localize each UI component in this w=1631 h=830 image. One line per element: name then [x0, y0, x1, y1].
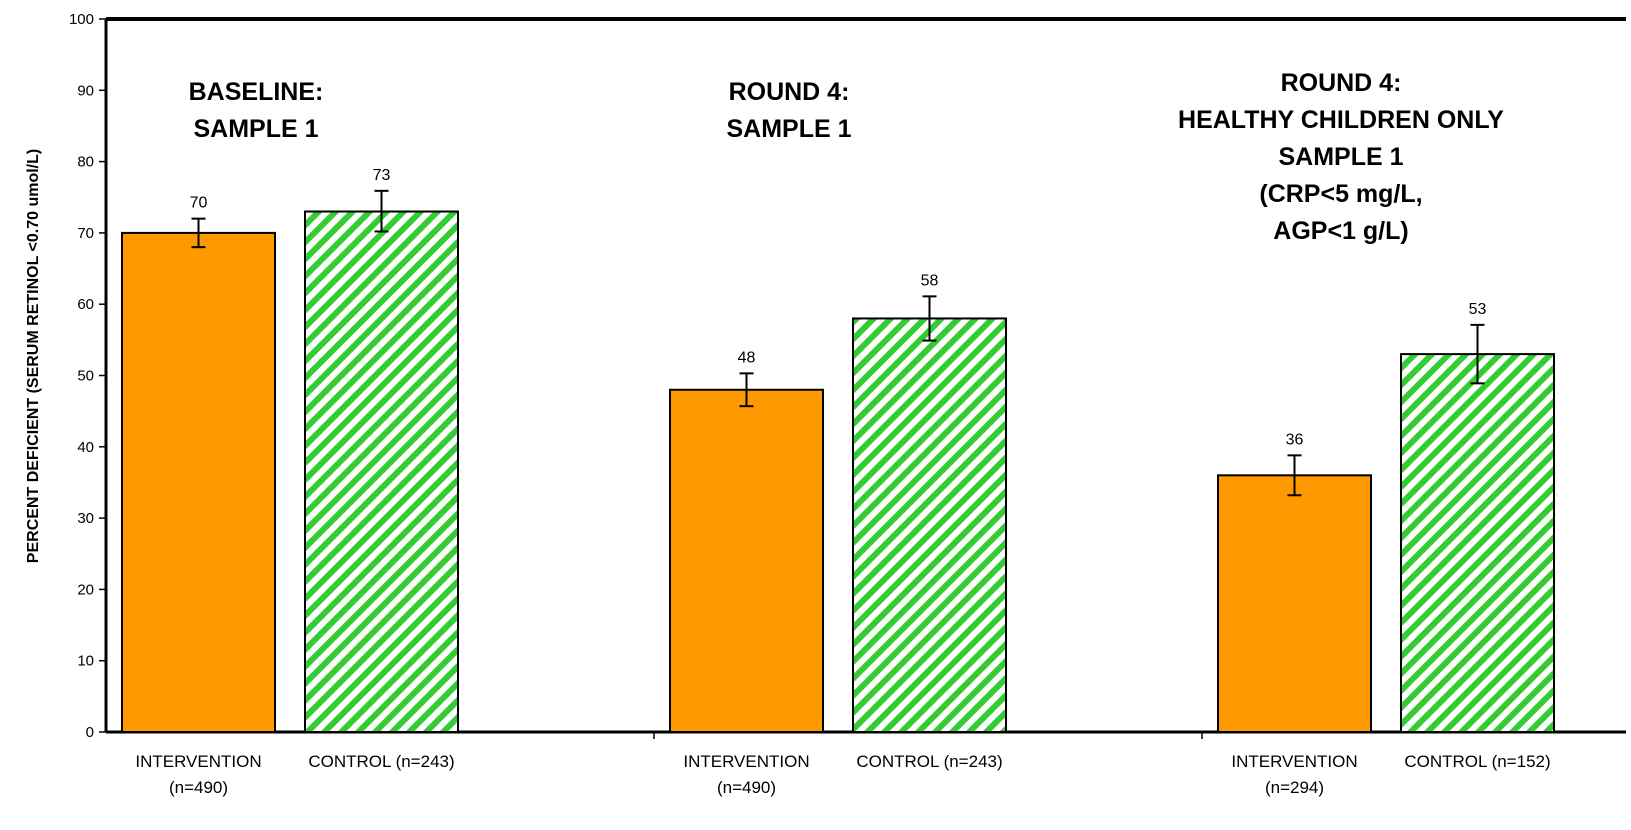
y-tick-label: 90 [77, 82, 94, 99]
data-label: 70 [190, 195, 208, 212]
y-tick-label: 30 [77, 510, 94, 527]
data-label: 36 [1286, 431, 1304, 448]
y-tick-label: 70 [77, 225, 94, 242]
data-label: 53 [1469, 301, 1487, 318]
y-axis-label-group: PERCENT DEFICIENT (SERUM RETINOL <0.70 u… [25, 149, 42, 563]
category-label: INTERVENTION [683, 752, 809, 771]
category-label: CONTROL (n=152) [1404, 752, 1550, 771]
group-title: BASELINE: [189, 78, 324, 106]
y-tick-label: 20 [77, 581, 94, 598]
y-axis-label: PERCENT DEFICIENT (SERUM RETINOL <0.70 u… [25, 149, 42, 563]
bar-intervention [121, 231, 276, 733]
y-tick-label: 100 [69, 11, 94, 28]
y-tick-label: 40 [77, 439, 94, 456]
category-label: INTERVENTION [135, 752, 261, 771]
bars [121, 189, 1555, 733]
group-title: AGP<1 g/L) [1273, 217, 1408, 245]
bar-intervention [1217, 474, 1372, 733]
labels: 70 INTERVENTION (n=490) 73 CONTROL (n=243) BA… [135, 69, 1550, 797]
y-tick-label: 80 [77, 154, 94, 171]
category-label: CONTROL (n=243) [856, 752, 1002, 771]
bar-control [304, 210, 459, 733]
group-title: HEALTHY CHILDREN ONLY [1178, 106, 1504, 134]
data-label: 73 [373, 167, 391, 184]
category-label: (n=490) [717, 778, 776, 797]
category-label: (n=294) [1265, 778, 1324, 797]
data-label: 58 [921, 272, 939, 289]
category-label: CONTROL (n=243) [308, 752, 454, 771]
category-label: (n=490) [169, 778, 228, 797]
bar-control [852, 317, 1007, 733]
group-title: SAMPLE 1 [1278, 143, 1403, 171]
y-tick-label: 10 [77, 653, 94, 670]
data-label: 48 [738, 349, 756, 366]
y-tick-label: 60 [77, 296, 94, 313]
category-label: INTERVENTION [1231, 752, 1357, 771]
group-title: ROUND 4: [1281, 69, 1402, 97]
bar-control [1400, 353, 1555, 733]
group-title: SAMPLE 1 [193, 115, 318, 143]
y-tick-label: 50 [77, 368, 94, 385]
bar-intervention [669, 388, 824, 733]
group-title: SAMPLE 1 [726, 115, 851, 143]
y-tick-label: 0 [86, 724, 94, 741]
group-title: (CRP<5 mg/L, [1259, 180, 1422, 208]
group-title: ROUND 4: [729, 78, 850, 106]
